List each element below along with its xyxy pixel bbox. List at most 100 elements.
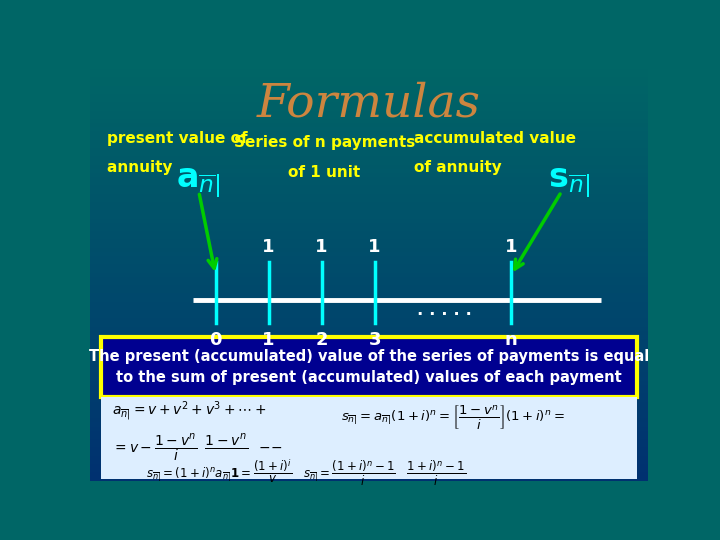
Bar — [90, 181, 648, 185]
Bar — [90, 265, 648, 268]
Bar — [90, 414, 648, 418]
Bar — [90, 165, 648, 168]
Text: 2: 2 — [315, 331, 328, 349]
Text: . . . . .: . . . . . — [417, 301, 472, 319]
Bar — [90, 214, 648, 219]
Bar — [90, 90, 648, 94]
Text: to the sum of present (accumulated) values of each payment: to the sum of present (accumulated) valu… — [116, 370, 622, 385]
Bar — [90, 281, 648, 285]
Bar — [90, 289, 648, 294]
Bar — [90, 385, 648, 389]
Bar — [90, 356, 648, 360]
Bar — [90, 306, 648, 310]
Bar — [90, 377, 648, 381]
Text: present value of: present value of — [107, 131, 248, 146]
Text: 1: 1 — [315, 238, 328, 256]
Bar — [90, 119, 648, 123]
Bar — [90, 173, 648, 177]
Text: $\mathbf{s}_{\overline{n}|}$: $\mathbf{s}_{\overline{n}|}$ — [547, 167, 590, 200]
Text: $a_{\overline{n}|} = v + v^2 + v^3 + \cdots +$: $a_{\overline{n}|} = v + v^2 + v^3 + \cd… — [112, 400, 266, 423]
Bar — [90, 156, 648, 160]
Bar — [90, 427, 648, 431]
Bar — [90, 106, 648, 111]
Bar — [90, 206, 648, 210]
FancyBboxPatch shape — [101, 337, 637, 397]
Bar — [90, 127, 648, 131]
Bar — [90, 252, 648, 256]
Bar — [90, 98, 648, 102]
Bar — [90, 131, 648, 136]
Bar — [90, 402, 648, 406]
Text: $s_{\overline{n}|} = (1+i)^n a_{\overline{n}|} \mathbf{1} = \dfrac{(1+i)^i}{v} \: $s_{\overline{n}|} = (1+i)^n a_{\overlin… — [145, 458, 466, 488]
Bar — [90, 73, 648, 77]
Bar — [90, 136, 648, 140]
Bar — [90, 298, 648, 302]
Bar — [90, 244, 648, 248]
Bar — [90, 123, 648, 127]
Text: n: n — [505, 331, 518, 349]
Bar — [90, 314, 648, 319]
Bar — [90, 393, 648, 397]
Bar — [90, 82, 648, 85]
Bar — [90, 472, 648, 476]
Bar — [90, 373, 648, 377]
Bar — [90, 368, 648, 373]
Bar — [90, 65, 648, 69]
Text: 1: 1 — [262, 331, 275, 349]
Bar — [90, 389, 648, 393]
Text: $= v - \dfrac{1-v^n}{i} \;\; \dfrac{1-v^n}{\quad}\;\; -\!\!-$: $= v - \dfrac{1-v^n}{i} \;\; \dfrac{1-v^… — [112, 433, 283, 464]
Text: Formulas: Formulas — [257, 82, 481, 127]
Text: 1: 1 — [505, 238, 518, 256]
Bar — [90, 294, 648, 298]
Bar — [90, 260, 648, 265]
Bar — [90, 168, 648, 173]
Bar — [90, 468, 648, 472]
Bar — [90, 422, 648, 427]
Bar — [90, 335, 648, 339]
Bar — [90, 85, 648, 90]
Bar — [90, 443, 648, 447]
Text: accumulated value: accumulated value — [413, 131, 576, 146]
Bar — [90, 418, 648, 422]
Text: $s_{\overline{n}|} = a_{\overline{n}|}(1+i)^n = \left[\dfrac{1-v^n}{i}\right](1+: $s_{\overline{n}|} = a_{\overline{n}|}(1… — [341, 404, 564, 431]
Text: annuity: annuity — [107, 160, 178, 176]
Bar — [90, 476, 648, 481]
Bar — [90, 256, 648, 260]
Bar — [90, 268, 648, 273]
Text: of annuity: of annuity — [413, 160, 507, 176]
Text: 1: 1 — [369, 238, 381, 256]
Bar — [90, 322, 648, 327]
Bar — [90, 302, 648, 306]
Bar — [90, 114, 648, 119]
Bar — [90, 248, 648, 252]
Bar — [90, 152, 648, 156]
Bar — [90, 435, 648, 439]
Bar — [90, 456, 648, 460]
Text: The present (accumulated) value of the series of payments is equal: The present (accumulated) value of the s… — [89, 349, 649, 364]
Text: of 1 unit: of 1 unit — [288, 165, 361, 180]
Bar — [90, 102, 648, 106]
Bar — [90, 319, 648, 322]
Bar — [90, 431, 648, 435]
Bar — [90, 451, 648, 456]
Bar — [90, 210, 648, 214]
Bar — [90, 148, 648, 152]
Bar — [90, 331, 648, 335]
Bar — [90, 223, 648, 227]
Text: 0: 0 — [210, 331, 222, 349]
Bar — [90, 69, 648, 73]
Bar — [90, 231, 648, 235]
Bar — [90, 140, 648, 144]
Bar — [90, 406, 648, 410]
Bar — [90, 397, 648, 402]
Bar — [90, 190, 648, 194]
Bar — [90, 352, 648, 356]
Text: 3: 3 — [369, 331, 381, 349]
Bar — [90, 194, 648, 198]
Bar — [90, 273, 648, 277]
FancyBboxPatch shape — [101, 397, 637, 478]
Bar — [90, 185, 648, 190]
Text: Series of n payments: Series of n payments — [234, 136, 415, 151]
Bar — [90, 343, 648, 348]
Bar — [90, 94, 648, 98]
